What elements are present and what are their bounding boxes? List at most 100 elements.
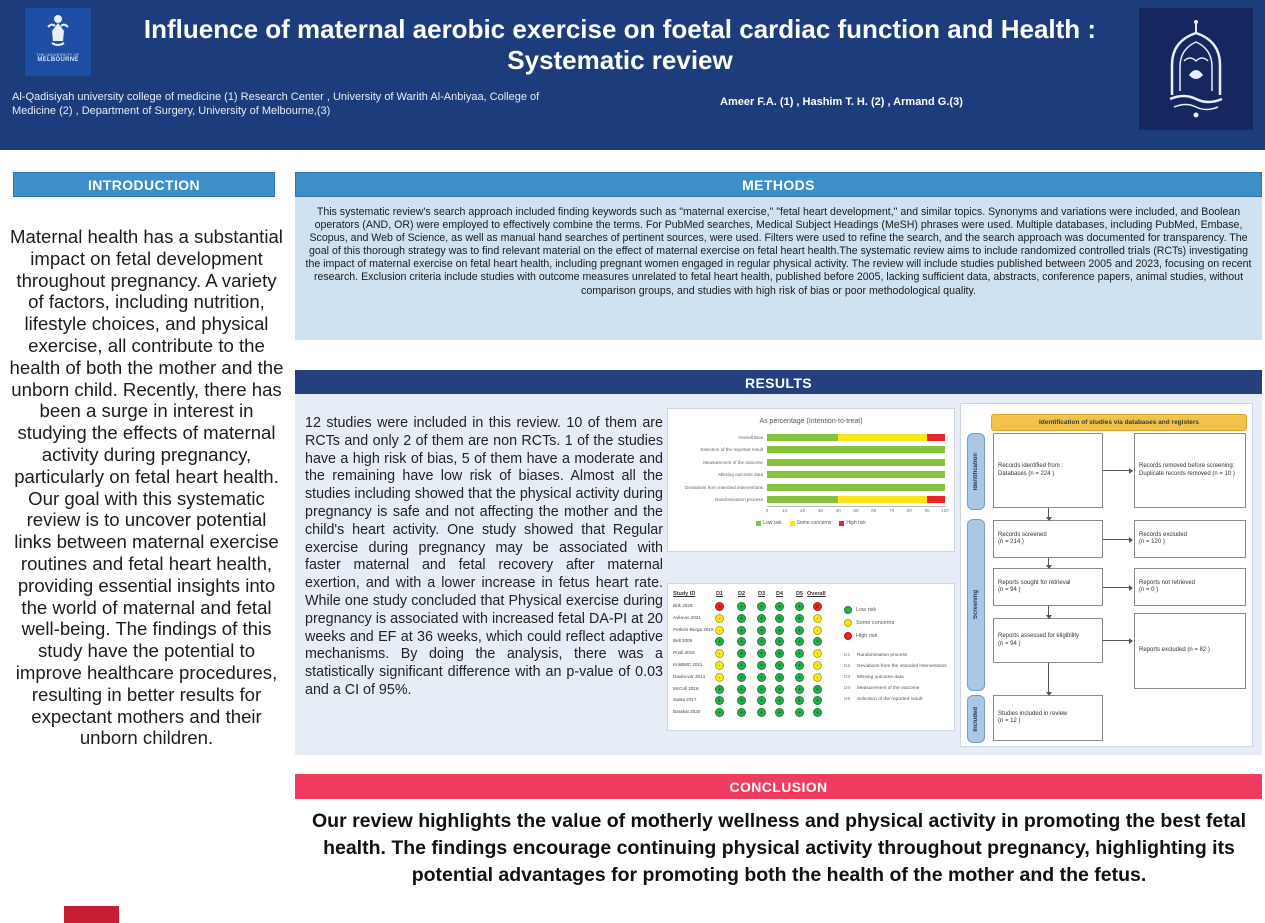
x-axis-tick: 0 <box>765 508 769 513</box>
rating-dot-low: + <box>795 613 804 623</box>
rating-dot-low: + <box>795 625 804 635</box>
prisma-banner: Identification of studies via databases … <box>991 414 1247 431</box>
rating-dot-low: + <box>737 684 746 694</box>
study-id: KrisBMC 2011 <box>673 661 703 667</box>
summary-bar-segment <box>838 433 928 441</box>
rating-dot-low: + <box>795 708 804 718</box>
conclusion-body: Our review highlights the value of mothe… <box>311 810 1247 886</box>
rating-dot-some: - <box>715 672 724 682</box>
prisma-stage-included: Included <box>967 695 985 743</box>
rating-dot-low: + <box>715 696 724 706</box>
rating-dot-low: + <box>775 684 784 694</box>
arrow-screened-to-excluded <box>1103 536 1133 543</box>
x-axis-tick: 40 <box>835 508 841 513</box>
rating-dot-low: + <box>757 625 766 635</box>
rating-dot-some: - <box>813 613 822 623</box>
summary-bar-segment <box>927 496 945 504</box>
rating-dot-low: + <box>757 696 766 706</box>
chart-title: As percentage (Intention-to-treat) <box>759 418 863 425</box>
rating-dot-low: + <box>795 649 804 659</box>
x-axis-tick: 50 <box>853 508 859 513</box>
x-axis-tick: 30 <box>817 508 823 513</box>
summary-bar-segment <box>767 471 945 479</box>
rating-dot-low: + <box>737 660 746 670</box>
summary-bar-segment <box>767 496 839 504</box>
prisma-box-records-excluded: Records excluded (n = 120 ) <box>1134 520 1246 558</box>
prisma-box-reports-not-retrieved: Reports not retrieved (n = 0 ) <box>1134 568 1246 606</box>
summary-bar-row: Selection of the reported result <box>668 444 954 457</box>
column-header: D1 <box>716 591 724 597</box>
university-of-melbourne-logo: THE UNIVERSITY OF MELBOURNE <box>25 8 91 76</box>
study-id: Davila-ver 2014 <box>673 673 706 679</box>
domain-id: D3 <box>844 675 851 680</box>
rating-dot-high: x <box>715 602 724 611</box>
legend-marker <box>789 520 795 526</box>
legend-label: High risk <box>856 632 878 639</box>
study-id: Avila-ao 2021 <box>673 614 702 620</box>
rating-dot-some: - <box>715 660 724 670</box>
domain-id: D2 <box>844 664 851 669</box>
column-header: D2 <box>738 591 746 597</box>
rating-dot-low: + <box>757 649 766 659</box>
arrow-identified-to-removed <box>1103 467 1133 474</box>
university-of-warith-al-anbiyaa-logo <box>1139 8 1253 130</box>
prisma-stage-identification: Identification <box>967 433 985 510</box>
rating-dot-low: + <box>813 696 822 706</box>
rating-dot-low: + <box>737 602 746 611</box>
prisma-box-reports-sought: Reports sought for retrieval (n = 94 ) <box>993 568 1103 606</box>
x-axis-tick: 100 <box>941 508 949 513</box>
rating-dot-low: + <box>775 660 784 670</box>
chart-bars: Overall Bias Selection of the reported re… <box>668 431 954 506</box>
legend-marker <box>839 520 845 526</box>
x-axis-tick: 20 <box>800 508 806 513</box>
domain-label: Measurement of the outcome <box>857 686 920 691</box>
chart-x-axis: 0 10 20 30 40 50 60 70 80 90 100 <box>765 506 949 516</box>
arrow-identified-to-screened <box>1045 508 1052 521</box>
summary-bar-label: Selection of the reported result <box>700 447 763 453</box>
rating-dot-low: + <box>775 708 784 718</box>
red-accent-bar <box>64 906 119 923</box>
summary-bar-row: Overall Bias <box>668 431 954 444</box>
legend-dot <box>844 631 852 640</box>
rating-dot-low: + <box>795 696 804 706</box>
risk-of-bias-summary-chart: As percentage (Intention-to-treat) Overa… <box>667 408 955 552</box>
arrow-assessed-to-included <box>1045 663 1052 696</box>
rating-dot-some: - <box>813 625 822 635</box>
x-axis-tick: 80 <box>906 508 912 513</box>
summary-bar-row: Missing outcome data <box>668 469 954 482</box>
rating-dot-low: + <box>813 684 822 694</box>
x-axis-tick: 90 <box>924 508 930 513</box>
domain-label: Missing outcome data <box>857 675 904 680</box>
authors-text: Ameer F.A. (1) , Hashim T. H. (2) , Arma… <box>720 96 963 108</box>
summary-bar-row: Randomisation process <box>668 494 954 507</box>
rating-dot-some: - <box>813 660 822 670</box>
legend-label: Some concerns <box>856 619 895 626</box>
legend-label: Some concerns <box>796 520 832 526</box>
traffic-light-row: Perkins-Burga 2019- + + + + - <box>668 625 956 637</box>
introduction-body: Maternal health has a substantial impact… <box>9 226 284 749</box>
results-body: 12 studies were included in this review.… <box>305 415 663 698</box>
legend-item: High risk <box>839 520 866 526</box>
rating-dot-low: + <box>775 696 784 706</box>
study-id: Prioli 2016 <box>673 650 695 656</box>
column-header: D5 <box>796 591 804 597</box>
rating-dot-low: + <box>757 613 766 623</box>
page-title: Influence of maternal aerobic exercise o… <box>143 14 1097 75</box>
x-axis-tick: 70 <box>889 508 895 513</box>
risk-of-bias-traffic-light-plot: Brik 2020 x + + + + x Avila-ao 2021- + + + + - Perkin… <box>667 583 955 731</box>
rating-dot-low: + <box>715 708 724 718</box>
summary-bar-label: Randomisation process <box>714 497 763 503</box>
rating-dot-low: + <box>813 708 822 718</box>
traffic-light-rows: Brik 2020 x + + + + x Avila-ao 2021- + + + + - Perkin… <box>668 601 956 719</box>
column-header: Study ID <box>673 591 696 597</box>
rating-dot-low: + <box>795 660 804 670</box>
summary-bar-track <box>767 471 945 479</box>
legend-item: Low risk <box>844 603 894 616</box>
conclusion-heading: CONCLUSION <box>295 774 1262 799</box>
traffic-light-row: Barakat 2020 + + + + + + <box>668 707 956 719</box>
study-id: Barakat 2020 <box>673 709 701 715</box>
traffic-light-row: Davila-ver 2014- + + + + - <box>668 672 956 684</box>
study-id: McColl 2016 <box>673 685 699 691</box>
affiliations-text: Al-Qadisiyah university college of medic… <box>12 91 540 117</box>
column-header: D3 <box>758 591 766 597</box>
